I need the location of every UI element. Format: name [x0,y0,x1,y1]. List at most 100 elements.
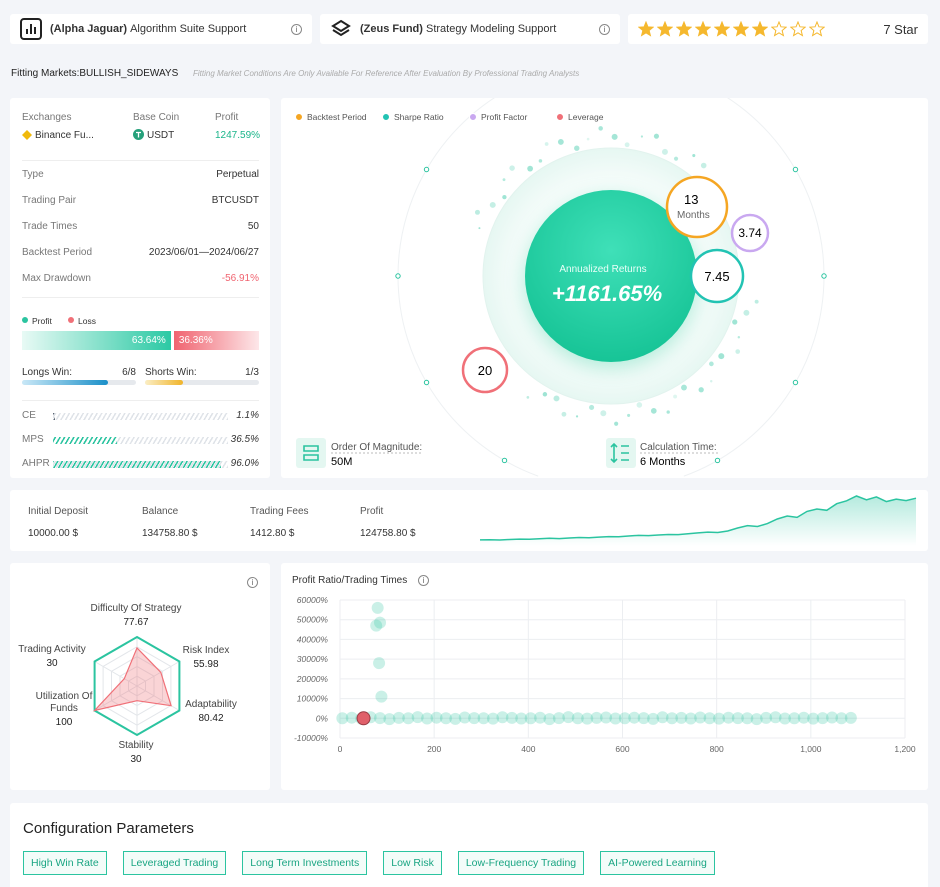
point [741,712,754,725]
divider [22,160,259,161]
axis-name: Difficulty Of Strategy [90,603,182,614]
point [487,712,500,725]
header: Profit [215,112,239,123]
profit: 1247.59% [215,130,261,141]
radar-label: Risk Index 55.98 [156,645,256,671]
card-text: Strategy Modeling Support [426,23,557,35]
spark-dot [636,402,643,408]
spark-dot [737,336,741,339]
star [657,21,673,37]
point [694,711,707,724]
orbit-dot [792,379,799,386]
longs-label: Longs Win: [22,367,73,378]
highlight-point [356,711,371,726]
point [731,712,744,725]
point [665,712,678,725]
x-tick-label: 800 [710,744,724,754]
point [807,712,820,725]
backtest-bubble [665,175,729,239]
rating-label: 7 Star [883,21,918,37]
point [505,711,518,724]
star [638,21,654,37]
magnitude-label: Order Of Magnitude: [331,442,422,453]
point [684,712,697,725]
tag[interactable]: Long Term Investments [242,851,368,875]
time-value: 6 Months [640,456,686,468]
axis-value: 30 [130,754,142,765]
point [411,711,424,724]
point [769,711,782,724]
spark-dot [574,145,580,151]
info-icon[interactable]: i [418,575,429,586]
equity-chart [479,495,917,546]
point [816,712,829,725]
time-glyph [610,442,629,464]
spark-dot [509,165,515,171]
y-tick-label: -10000% [294,733,328,743]
card-name: (Alpha Jaguar) [50,23,128,35]
point [370,619,383,632]
spark-dot [627,413,631,417]
tag[interactable]: Low Risk [383,851,442,875]
axis-name: Trading Activity [18,644,86,655]
tag[interactable]: Leveraged Trading [122,851,227,875]
sharpe-bubble [689,248,745,304]
spark-dot [718,353,725,360]
fund-card[interactable]: (Zeus Fund) Strategy Modeling Support i [320,14,620,44]
summary-label: Trading Fees [250,506,309,517]
point [826,711,839,724]
spark-dot [624,142,630,148]
y-tick-label: 50000% [297,615,329,625]
x-tick-label: 600 [615,744,629,754]
tag[interactable]: High Win Rate [23,851,107,875]
row-label: Trading Pair [22,195,77,206]
spark-dot [692,153,696,158]
longs-value: 6/8 [122,367,136,378]
shorts-label: Shorts Win: [145,367,197,378]
point [515,712,528,725]
point [835,712,848,725]
summary-label: Profit [360,506,384,517]
radar-label: Trading Activity 30 [2,644,102,670]
tag[interactable]: AI-Powered Learning [600,851,715,875]
suite-card[interactable]: (Alpha Jaguar) Algorithm Suite Support i [10,14,312,44]
shorts-bar [145,380,183,385]
config-title: Configuration Parameters [23,820,194,837]
spark-dot [600,410,607,417]
legend-dot [295,113,303,121]
header: Exchanges [22,112,72,123]
scatter-panel: Profit Ratio/Trading Times i -10000% 0% 10… [281,563,928,790]
metric-bar [53,437,117,444]
divider [22,297,259,298]
star-shape [714,21,730,37]
rating-card: 7 Star [628,14,928,44]
config-panel: Configuration Parameters High Win Rate Le… [10,803,928,887]
orbit-dot [423,166,430,173]
summary-value: 124758.80 $ [360,528,416,539]
loss-label: 36.36% [178,335,213,346]
row-label: Type [22,169,44,180]
x-tick-label: 1,000 [800,744,822,754]
spark-dot [589,404,595,410]
backtest-value: 13 [684,192,698,207]
star [695,21,711,37]
point [788,712,801,725]
point [571,712,584,725]
axis-value: 77.67 [123,617,149,628]
metric-bar [53,413,55,420]
spark-dot [478,227,481,230]
point [750,713,763,726]
radar-area [92,646,172,712]
spark-dot [557,138,564,145]
spark-dot [735,349,741,354]
tag[interactable]: Low-Frequency Trading [457,851,585,875]
point [477,712,490,725]
info-icon[interactable]: i [291,23,302,35]
x-tick-label: 1,200 [894,744,916,754]
star-shape [657,21,673,37]
info-icon[interactable]: i [247,577,258,588]
summary-label: Initial Deposit [28,506,89,517]
star [714,21,730,37]
info-icon[interactable]: i [599,23,610,35]
